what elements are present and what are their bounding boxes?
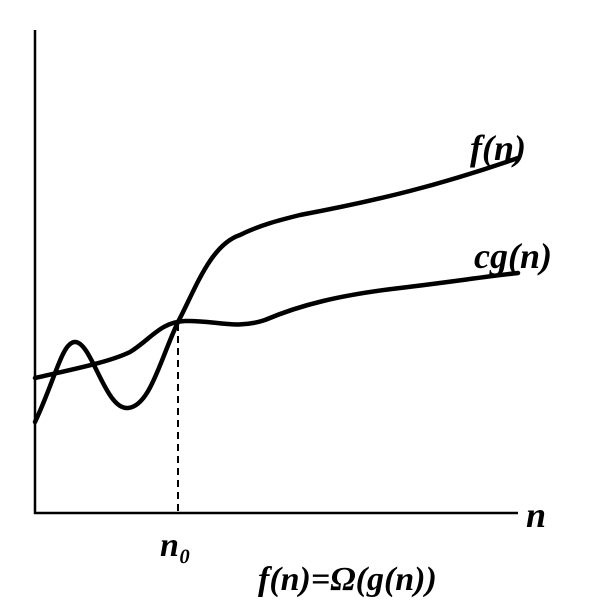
threshold-label: n₀ [160,527,191,564]
curve-f [32,155,521,425]
caption: f(n)=Ω(g(n)) [258,561,437,598]
axis-label: n [526,495,546,535]
curve-label: cg(n) [474,236,552,276]
curve-label: f(n) [470,128,526,168]
curve-cg [32,270,521,381]
